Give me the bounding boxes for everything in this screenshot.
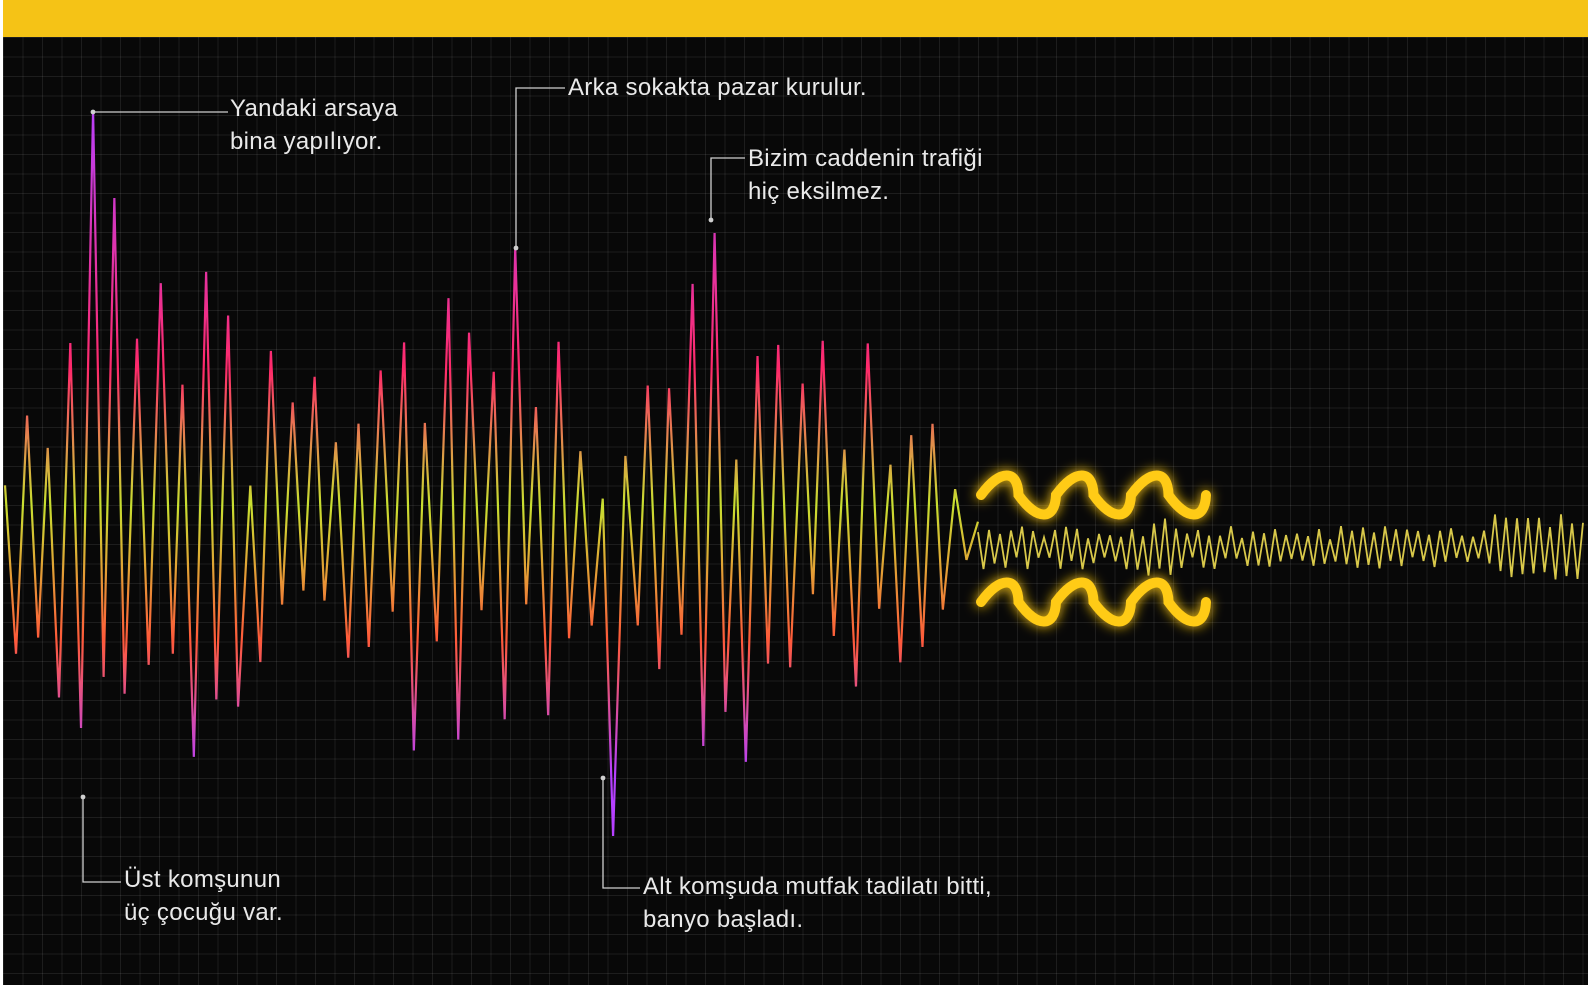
loud-wave-line (3, 109, 980, 837)
leader-renovation (602, 778, 640, 889)
callout-traffic: Bizim caddenin trafiği hiç eksilmez. (748, 142, 983, 208)
callout-children: Üst komşunun üç çocuğu var. (124, 863, 283, 929)
top-accent-bar (3, 0, 1588, 37)
callout-market: Arka sokakta pazar kurulur. (568, 71, 867, 104)
leader-children (82, 797, 121, 883)
callout-construction-line2: bina yapılıyor. (230, 128, 383, 155)
tilde-bottom-icon (976, 577, 1211, 627)
quiet-wave-line (977, 514, 1584, 580)
triple-tilde-icon (976, 470, 1211, 627)
callout-renovation-line1: Alt komşuda mutfak tadilatı bitti, (643, 873, 993, 900)
callout-construction: Yandaki arsaya bina yapılıyor. (230, 92, 398, 158)
callout-traffic-line1: Bizim caddenin trafiği (748, 145, 983, 172)
background-grid (3, 37, 1588, 985)
callout-leader-lines (80, 87, 745, 889)
sound-wave-graphic (3, 87, 1584, 889)
leader-renovation-dot (600, 775, 606, 781)
callout-renovation-line2: banyo başladı. (643, 906, 804, 933)
quiet-noise-wave (977, 514, 1584, 580)
callout-children-line1: Üst komşunun (124, 866, 281, 893)
leader-traffic (710, 157, 745, 220)
leader-traffic-dot (708, 217, 714, 223)
tilde-top-icon (976, 470, 1211, 520)
leader-construction-dot (90, 109, 96, 115)
infographic-panel: Yandaki arsaya bina yapılıyor. Arka soka… (3, 0, 1588, 985)
callout-renovation: Alt komşuda mutfak tadilatı bitti, banyo… (643, 870, 992, 936)
callout-market-line1: Arka sokakta pazar kurulur. (568, 74, 867, 101)
callout-construction-line1: Yandaki arsaya (230, 95, 398, 122)
leader-market (515, 87, 565, 248)
callout-traffic-line2: hiç eksilmez. (748, 178, 890, 205)
leader-children-dot (80, 794, 86, 800)
leader-market-dot (513, 245, 519, 251)
loud-noise-wave (3, 109, 980, 837)
callout-children-line2: üç çocuğu var. (124, 899, 283, 926)
